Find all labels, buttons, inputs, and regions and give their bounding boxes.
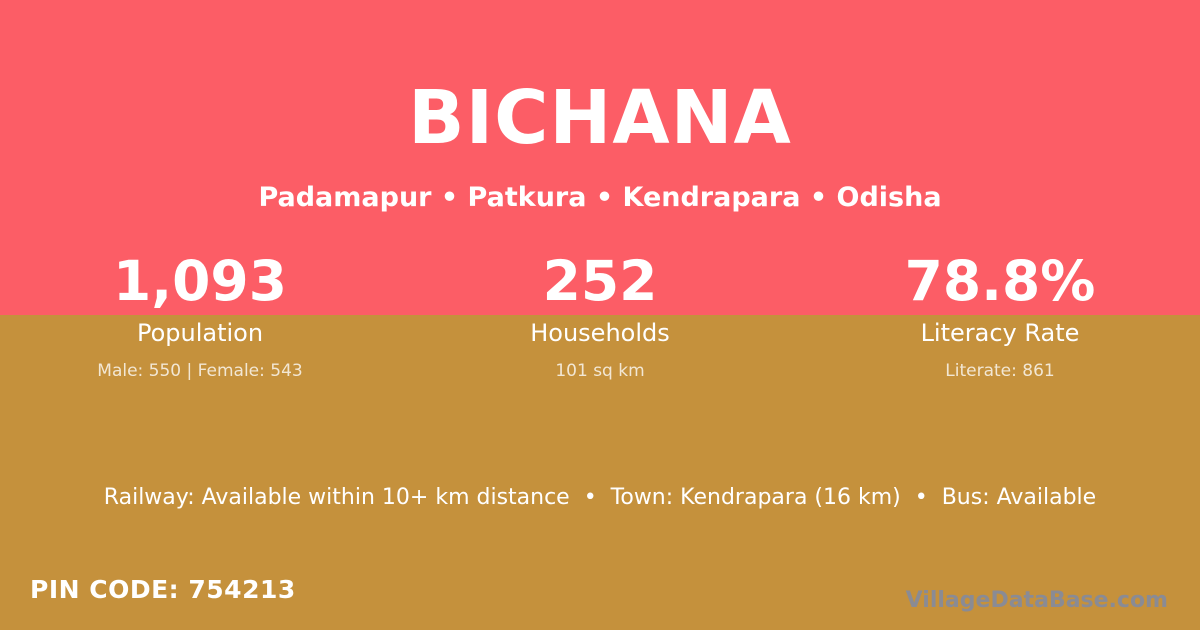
stat-column-literacy-rate: Literacy Rate Literate: 861 — [800, 319, 1200, 381]
stats-values-row: 1,093 252 78.8% — [0, 254, 1200, 309]
stats-labels-row: Population Male: 550 | Female: 543 House… — [0, 319, 1200, 381]
details-section: Population Male: 550 | Female: 543 House… — [0, 315, 1200, 630]
transport-availability-text: Railway: Available within 10+ km distanc… — [103, 485, 1097, 510]
watermark-brand: VillageDataBase.com — [905, 588, 1168, 613]
pin-code-label: PIN CODE: 754213 — [30, 575, 296, 604]
hero-section: BICHANA Padamapur • Patkura • Kendrapara… — [0, 0, 1200, 315]
stat-column-households: Households 101 sq km — [400, 319, 800, 381]
stat-value-population: 1,093 — [113, 249, 287, 313]
stat-value-households: 252 — [542, 249, 658, 313]
stat-label-households: Households — [530, 319, 670, 347]
stat-label-population: Population — [136, 319, 264, 347]
stat-value-literacy-rate: 78.8% — [904, 249, 1096, 313]
breadcrumb: Padamapur • Patkura • Kendrapara • Odish… — [258, 182, 942, 213]
stat-label-literacy-rate: Literacy Rate — [920, 319, 1080, 347]
page-title: BICHANA — [408, 75, 792, 161]
stat-detail-population: Male: 550 | Female: 543 — [97, 360, 303, 381]
stat-column-population: Population Male: 550 | Female: 543 — [0, 319, 400, 381]
stat-detail-households: 101 sq km — [555, 360, 645, 381]
stat-detail-literacy-rate: Literate: 861 — [945, 360, 1055, 381]
